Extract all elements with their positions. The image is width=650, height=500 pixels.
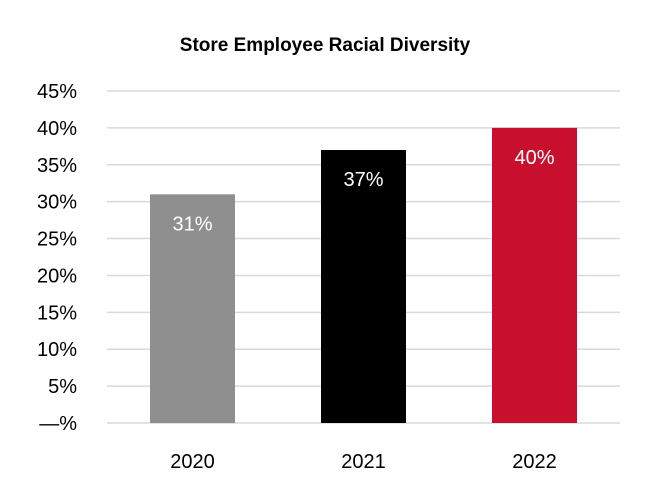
chart-title: Store Employee Racial Diversity [180,35,471,56]
y-tick-label: —% [39,413,77,435]
data-label: 37% [343,169,383,191]
data-label: 40% [514,147,554,169]
data-label: 31% [172,213,212,235]
y-tick-label: 15% [37,302,77,324]
y-tick-label: 20% [37,265,77,287]
bar-2021 [321,150,406,423]
bars: 31% 37% 40% [150,127,577,423]
x-tick-label: 2021 [341,451,386,473]
x-tick-label: 2020 [170,451,215,473]
y-tick-label: 40% [37,118,77,140]
x-tick-label: 2022 [512,451,557,473]
y-tick-label: 25% [37,229,77,251]
x-axis: 2020 2021 2022 [170,451,557,473]
y-axis: —% 5% 10% 15% 20% 25% 30% 35% 40% 45% [37,81,77,435]
y-tick-label: 35% [37,155,77,177]
y-tick-label: 10% [37,339,77,361]
y-tick-label: 30% [37,192,77,214]
bar-2020 [150,194,235,423]
y-tick-label: 5% [48,376,77,398]
bar-2022 [492,127,577,423]
y-tick-label: 45% [37,81,77,103]
